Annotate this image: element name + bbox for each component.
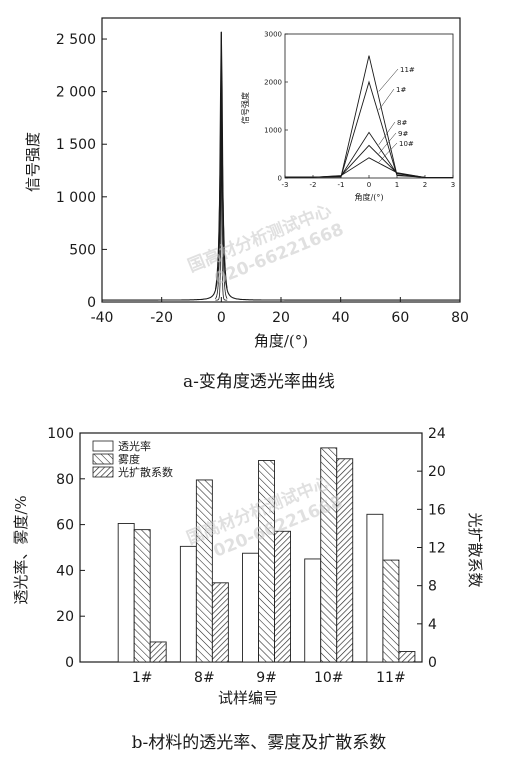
- chart-b-ytick-right-label: 16: [428, 502, 446, 518]
- chart-a-ytick-label: 500: [69, 242, 96, 258]
- chart-b-ytick-right-label: 20: [428, 464, 446, 480]
- legend-label-diffusion: 光扩散系数: [118, 465, 173, 479]
- chart-b-ytick-label: 80: [56, 472, 74, 488]
- inset-xtick-label: 2: [423, 181, 427, 189]
- legend-swatch-haze: [92, 453, 114, 465]
- inset-ylabel: 信号强度: [240, 92, 250, 124]
- inset-leader-1: [378, 88, 395, 111]
- chart-b-ytick-right-label: 0: [428, 655, 437, 671]
- watermark-top: 国高材分析测试中心 020-66221668: [185, 200, 347, 290]
- chart-b-ytick-label: 100: [47, 426, 74, 442]
- chart-b-xtick-label: 1#: [132, 670, 153, 686]
- bar-0-0: [117, 523, 135, 663]
- chart-b-caption: b-材料的透光率、雾度及扩散系数: [132, 733, 387, 753]
- inset-xtick-label: -1: [338, 181, 345, 189]
- chart-a-xlabel: 角度/(°): [254, 332, 308, 350]
- inset-xlabel: 角度/(°): [355, 192, 384, 202]
- chart-b-ytick-right-label: 8: [428, 579, 437, 595]
- chart-a-xtick-label: 20: [272, 310, 290, 326]
- legend-swatch-diffusion: [92, 466, 114, 478]
- inset-series-label-2: 8#: [397, 119, 407, 127]
- chart-a-curve: [102, 31, 460, 301]
- inset-leader-4: [378, 142, 398, 163]
- chart-b-ytick-right-label: 24: [428, 426, 446, 442]
- legend-swatch-transmittance: [92, 440, 114, 452]
- bar-1-2: [258, 460, 275, 663]
- chart-a-ytick-label: 2 000: [56, 85, 96, 101]
- chart-a-ylabel: 信号强度: [24, 132, 42, 192]
- chart-b-xlabel: 试样编号: [218, 689, 278, 707]
- chart-a-xtick-label: 0: [217, 310, 226, 326]
- inset-frame: [284, 33, 454, 179]
- inset-ytick-label: 1000: [264, 127, 282, 135]
- chart-a-xtick-label: 40: [332, 310, 350, 326]
- chart-b-ytick-label: 60: [56, 518, 74, 534]
- bar-0-2: [242, 552, 259, 663]
- bar-0-1: [179, 545, 197, 663]
- chart-a-xtick-label: 80: [451, 310, 469, 326]
- bar-2-4: [398, 651, 416, 663]
- chart-b-ytick-label: 20: [56, 609, 74, 625]
- inset-series-label-4: 10#: [399, 140, 414, 148]
- chart-a-xtick-label: -20: [150, 310, 173, 326]
- chart-b-ytick-label: 0: [65, 655, 74, 671]
- chart-a-ytick-label: 2 500: [56, 32, 96, 48]
- inset-ytick-label: 2000: [264, 79, 282, 87]
- chart-a-ytick-label: 0: [87, 295, 96, 311]
- inset-leader-2: [378, 121, 396, 145]
- chart-b-ylabel-right: 光扩散系数: [466, 512, 484, 587]
- inset-xtick-label: -3: [282, 181, 289, 189]
- chart-b: 0 20 40 60 80 100 0 4 8 12 16 20 24 1# 8# 9# 10# 11# 透光率、…: [12, 426, 484, 753]
- chart-b-ytick-label: 40: [56, 563, 74, 579]
- inset-ytick-label: 3000: [264, 31, 282, 39]
- inset-series-label-0: 11#: [400, 66, 415, 74]
- legend-label-transmittance: 透光率: [118, 439, 151, 453]
- inset-series-4: [285, 157, 453, 178]
- chart-b-ylabel: 透光率、雾度/%: [12, 495, 30, 604]
- inset-xtick-label: 0: [367, 181, 371, 189]
- legend-label-haze: 雾度: [118, 452, 140, 466]
- inset-xtick-label: -2: [310, 181, 317, 189]
- chart-a-ytick-label: 1 500: [56, 137, 96, 153]
- bar-2-3: [336, 458, 354, 663]
- bar-0-4: [366, 513, 384, 663]
- bar-2-0: [149, 641, 167, 663]
- chart-a-ytick-label: 1 000: [56, 190, 96, 206]
- bar-1-4: [382, 559, 400, 663]
- chart-b-ytick-right-label: 12: [428, 541, 446, 557]
- inset-leader-3: [378, 132, 397, 154]
- chart-b-legend: 透光率 雾度 光扩散系数: [90, 439, 200, 479]
- bar-1-0: [133, 529, 151, 663]
- chart-b-ytick-right-label: 4: [428, 617, 437, 633]
- chart-b-xtick-label: 10#: [314, 670, 344, 686]
- bar-2-2: [274, 530, 291, 663]
- inset-chart: -3 -2 -1 0 1 2 3 0 1000 2000 3000 11# 1# 8# 9# 10# 信号强…: [240, 31, 455, 203]
- bar-1-1: [195, 479, 213, 663]
- inset-ytick-label: 0: [278, 175, 282, 183]
- chart-b-xtick-label: 11#: [376, 670, 406, 686]
- inset-series-label-1: 1#: [396, 86, 406, 94]
- chart-a-xtick-label: 60: [391, 310, 409, 326]
- chart-a-caption: a-变角度透光率曲线: [183, 372, 335, 392]
- inset-xtick-label: 3: [451, 181, 455, 189]
- chart-b-xtick-label: 9#: [256, 670, 277, 686]
- chart-b-xtick-label: 8#: [194, 670, 215, 686]
- inset-leader-0: [378, 68, 399, 92]
- inset-xtick-label: 1: [395, 181, 399, 189]
- bar-2-1: [211, 582, 229, 663]
- chart-a-xtick-label: -40: [91, 310, 114, 326]
- chart-a-series-line: [215, 31, 228, 290]
- inset-series-label-3: 9#: [398, 130, 408, 138]
- bar-0-3: [304, 558, 322, 663]
